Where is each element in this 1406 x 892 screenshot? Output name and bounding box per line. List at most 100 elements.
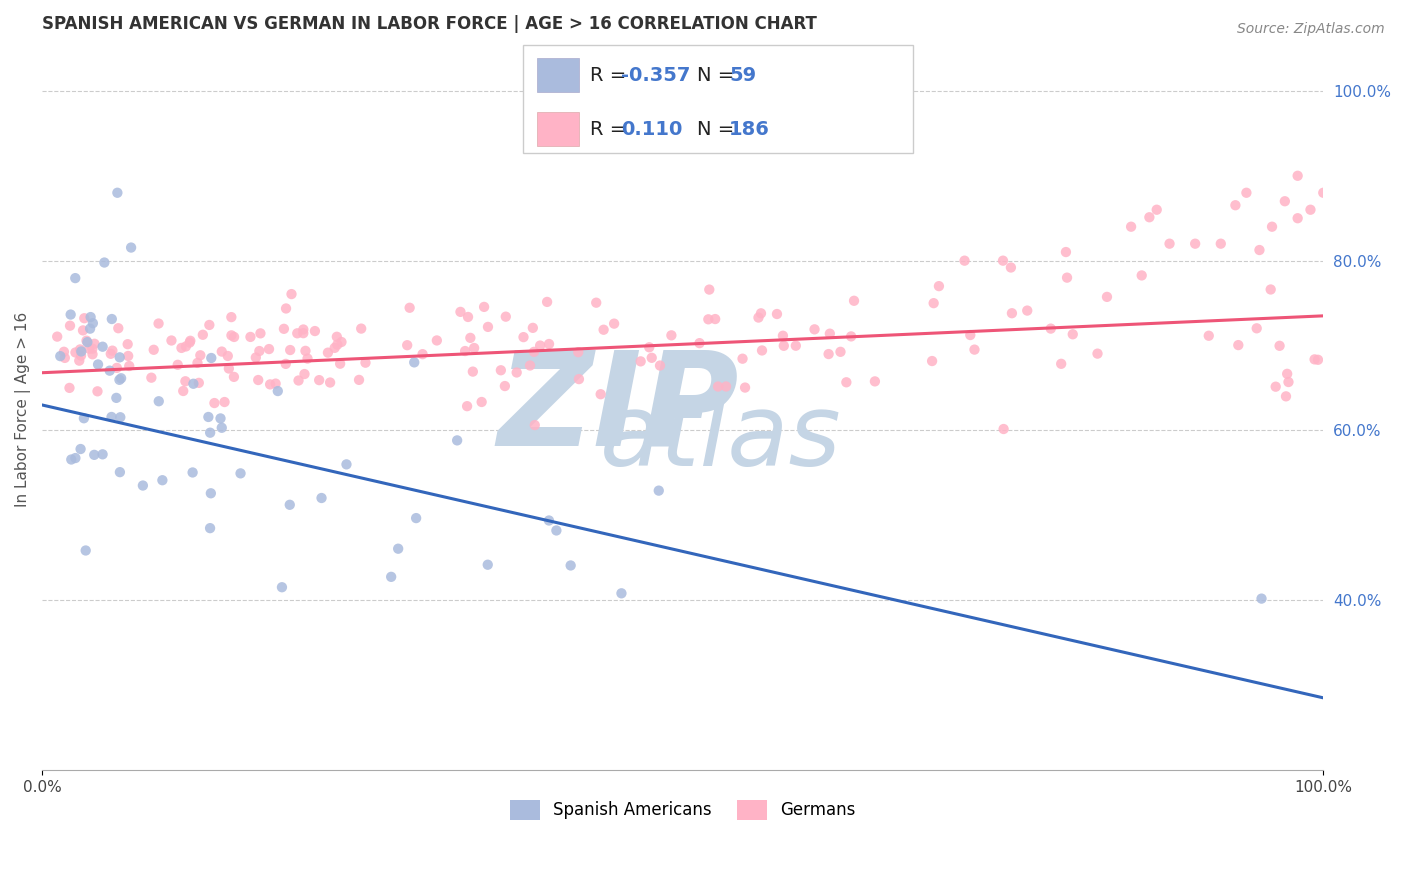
- Point: [1277, 375, 1299, 389]
- Point: [294, 367, 316, 381]
- Point: [229, 467, 252, 481]
- Point: [170, 341, 193, 355]
- Point: [1130, 268, 1153, 283]
- Point: [278, 343, 301, 357]
- Point: [1286, 169, 1309, 183]
- Point: [1246, 321, 1268, 335]
- Point: [928, 279, 950, 293]
- Point: [1275, 367, 1298, 381]
- Point: [108, 465, 131, 479]
- Point: [181, 466, 204, 480]
- Point: [198, 318, 221, 332]
- Point: [76, 335, 98, 350]
- Point: [292, 326, 315, 341]
- Point: [191, 327, 214, 342]
- Point: [449, 305, 471, 319]
- Point: [118, 359, 141, 373]
- Point: [188, 348, 211, 362]
- Point: [1119, 219, 1142, 234]
- Point: [536, 294, 558, 309]
- Point: [522, 321, 544, 335]
- Point: [247, 344, 270, 359]
- Point: [53, 351, 76, 365]
- Point: [105, 186, 128, 200]
- Point: [204, 396, 226, 410]
- Point: [197, 409, 219, 424]
- Point: [477, 558, 499, 572]
- Point: [1146, 202, 1168, 217]
- Point: [537, 337, 560, 351]
- Point: [387, 541, 409, 556]
- Point: [610, 586, 633, 600]
- Point: [218, 361, 240, 376]
- Point: [477, 319, 499, 334]
- Point: [77, 342, 100, 356]
- Point: [330, 334, 353, 349]
- Point: [380, 570, 402, 584]
- Point: [198, 521, 221, 535]
- Point: [100, 409, 122, 424]
- Point: [1264, 380, 1286, 394]
- Point: [82, 342, 104, 356]
- Point: [734, 380, 756, 394]
- Point: [87, 358, 110, 372]
- Point: [1227, 338, 1250, 352]
- Point: [460, 331, 482, 345]
- Point: [714, 379, 737, 393]
- Point: [183, 376, 205, 391]
- Point: [105, 360, 128, 375]
- Point: [489, 363, 512, 377]
- Point: [274, 357, 297, 371]
- Point: [73, 411, 96, 425]
- Point: [1306, 352, 1329, 367]
- Point: [1209, 236, 1232, 251]
- Point: [316, 345, 339, 359]
- Point: [280, 287, 302, 301]
- Point: [217, 349, 239, 363]
- Point: [148, 317, 170, 331]
- Text: 186: 186: [730, 120, 770, 139]
- Point: [1001, 306, 1024, 320]
- Legend: Spanish Americans, Germans: Spanish Americans, Germans: [503, 793, 862, 827]
- Point: [1299, 202, 1322, 217]
- Point: [46, 329, 69, 343]
- Point: [221, 310, 243, 325]
- Point: [446, 434, 468, 448]
- Point: [82, 347, 104, 361]
- Point: [661, 328, 683, 343]
- Point: [249, 326, 271, 341]
- Point: [529, 338, 551, 352]
- Point: [922, 296, 945, 310]
- Point: [179, 334, 201, 348]
- Point: [835, 376, 858, 390]
- Point: [52, 344, 75, 359]
- Point: [311, 491, 333, 505]
- Y-axis label: In Labor Force | Age > 16: In Labor Force | Age > 16: [15, 311, 31, 507]
- Point: [963, 343, 986, 357]
- Point: [59, 308, 82, 322]
- Point: [304, 324, 326, 338]
- Point: [1303, 352, 1326, 367]
- Point: [211, 421, 233, 435]
- Point: [1054, 245, 1077, 260]
- Text: SPANISH AMERICAN VS GERMAN IN LABOR FORCE | AGE > 16 CORRELATION CHART: SPANISH AMERICAN VS GERMAN IN LABOR FORC…: [42, 15, 817, 33]
- Point: [110, 410, 132, 425]
- Point: [132, 478, 155, 492]
- Point: [287, 374, 309, 388]
- Point: [297, 351, 319, 366]
- Point: [329, 357, 352, 371]
- Point: [172, 384, 194, 398]
- Point: [830, 344, 852, 359]
- Point: [278, 498, 301, 512]
- Point: [426, 334, 449, 348]
- Point: [70, 344, 93, 359]
- Point: [335, 458, 357, 472]
- Point: [1250, 591, 1272, 606]
- Point: [354, 356, 377, 370]
- Point: [921, 354, 943, 368]
- Point: [222, 330, 245, 344]
- Point: [1275, 389, 1298, 403]
- Point: [953, 253, 976, 268]
- Point: [818, 326, 841, 341]
- Point: [166, 358, 188, 372]
